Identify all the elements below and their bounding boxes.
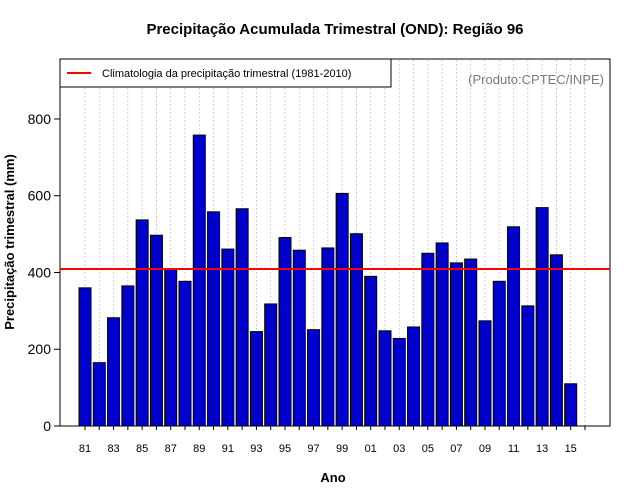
x-tick-label: 83 (107, 443, 119, 455)
bar-04 (407, 326, 421, 427)
bar-83 (107, 317, 121, 427)
x-tick-label: 09 (479, 443, 491, 455)
bar-series (78, 134, 578, 427)
bar-12 (521, 305, 535, 427)
bar-87 (164, 268, 178, 427)
bar-07 (449, 262, 463, 427)
x-tick-label: 87 (165, 443, 177, 455)
bar-08 (464, 258, 478, 427)
legend-label: Climatologia da precipitação trimestral … (102, 68, 351, 80)
y-axis-label: Precipitação trimestral (mm) (2, 154, 17, 330)
bar-15 (564, 383, 578, 427)
bar-98 (321, 247, 335, 427)
x-tick-label: 13 (536, 443, 548, 455)
bar-90 (207, 211, 221, 427)
bar-99 (335, 192, 349, 427)
bar-92 (235, 208, 249, 427)
bar-01 (364, 275, 378, 427)
x-tick-label: 91 (222, 443, 234, 455)
x-tick-label: 93 (250, 443, 262, 455)
bar-91 (221, 248, 235, 427)
x-tick-label: 07 (450, 443, 462, 455)
y-tick-label: 0 (43, 418, 51, 434)
bar-14 (549, 254, 563, 427)
bar-97 (307, 329, 321, 427)
bar-88 (178, 280, 192, 427)
bar-10 (492, 280, 506, 427)
x-tick-label: 85 (136, 443, 148, 455)
chart-title: Precipitação Acumulada Trimestral (OND):… (146, 21, 523, 38)
x-tick-label: 05 (422, 443, 434, 455)
bar-06 (435, 242, 449, 427)
x-tick-label: 95 (279, 443, 291, 455)
bar-94 (264, 303, 278, 427)
x-tick-label: 03 (393, 443, 405, 455)
y-axis: 0 200 400 600 800 (28, 111, 60, 434)
x-tick-label: 81 (79, 443, 91, 455)
bar-09 (478, 320, 492, 427)
x-tick-label: 99 (336, 443, 348, 455)
y-tick-label: 800 (28, 111, 52, 127)
bar-00 (349, 233, 363, 427)
bar-82 (92, 362, 106, 427)
x-tick-label: 11 (508, 443, 519, 455)
bar-93 (249, 331, 263, 427)
x-axis-label: Ano (320, 470, 345, 485)
x-axis: 81 83 85 87 89 91 93 95 97 99 01 03 05 07 09 11 13 15 (79, 426, 586, 455)
x-tick-label: 15 (565, 443, 577, 455)
bar-85 (135, 219, 149, 427)
watermark-text: (Produto:CPTEC/INPE) (468, 72, 604, 87)
legend: Climatologia da precipitação trimestral … (59, 58, 392, 88)
bar-86 (149, 234, 163, 427)
bar-02 (378, 330, 392, 427)
y-tick-label: 400 (28, 264, 52, 280)
bar-13 (535, 207, 549, 427)
bar-95 (278, 237, 292, 427)
bar-96 (292, 249, 306, 427)
bar-05 (421, 252, 435, 427)
bar-81 (78, 287, 92, 427)
bar-03 (392, 337, 406, 427)
x-tick-label: 89 (193, 443, 205, 455)
bar-11 (507, 226, 521, 427)
x-tick-label: 97 (307, 443, 319, 455)
y-tick-label: 200 (28, 341, 52, 357)
bar-84 (121, 285, 135, 427)
y-tick-label: 600 (28, 188, 52, 204)
bar-89 (192, 134, 206, 427)
legend-box (59, 58, 392, 88)
x-tick-label: 01 (365, 443, 377, 455)
